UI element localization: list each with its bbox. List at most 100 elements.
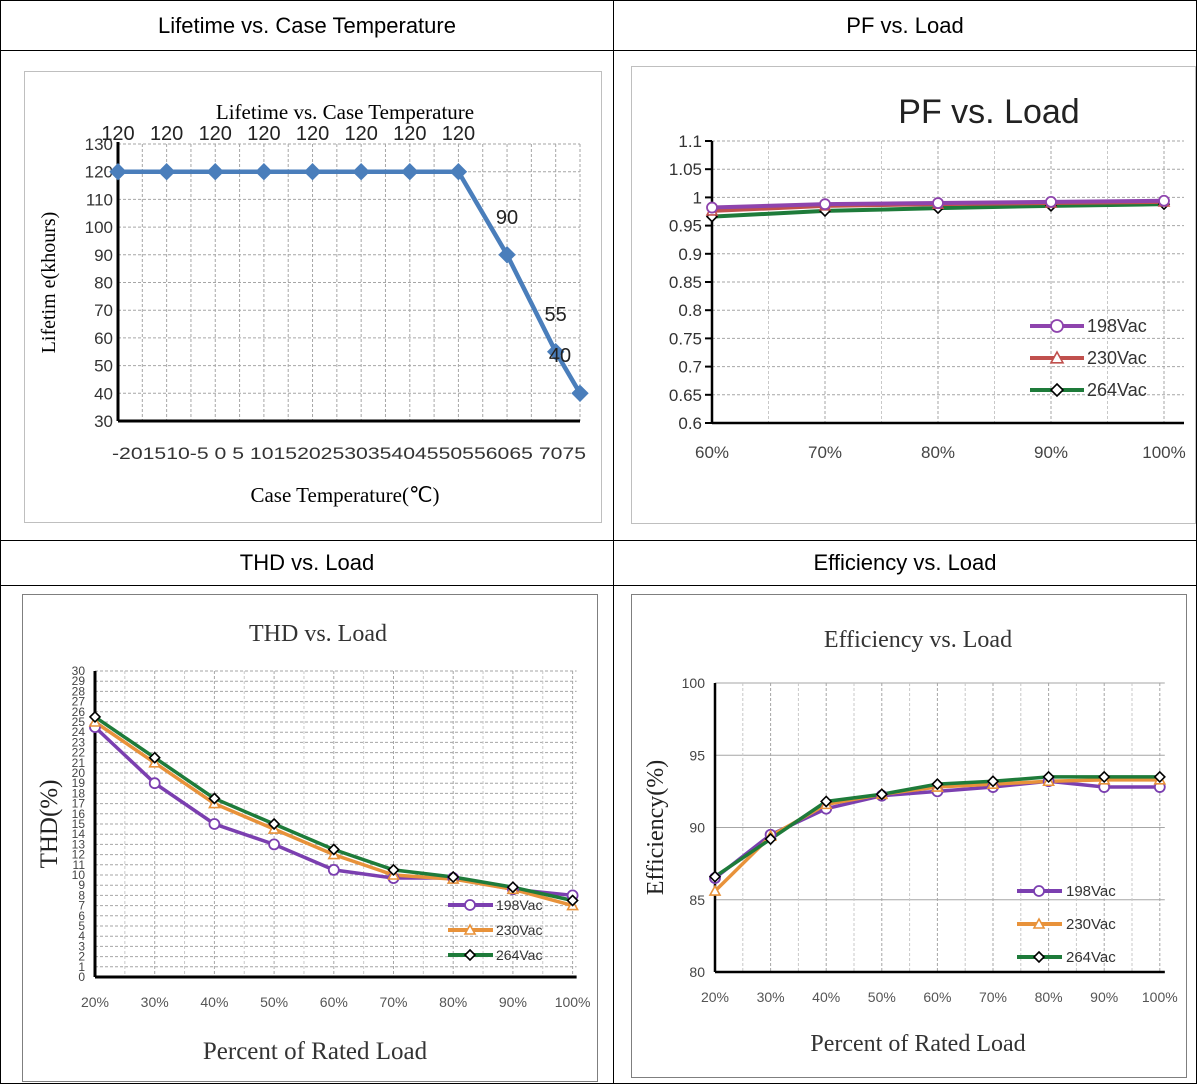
lifetime-chart-frame: 30 40 50 60 70 80 90 100 110 120 130 Lifetime vs. C… xyxy=(24,71,602,523)
y-tick-label: 30 xyxy=(94,412,113,431)
table-border-top xyxy=(0,0,1197,1)
data-point-264Vac xyxy=(986,775,1000,788)
data-point-198Vac xyxy=(327,863,340,876)
y-tick-label: 40 xyxy=(94,384,113,403)
data-point-198Vac xyxy=(706,201,718,214)
data-point-264Vac xyxy=(506,881,520,894)
x-tick-label: 80% xyxy=(921,443,955,462)
x-tick-label: 20% xyxy=(81,994,109,1010)
y-tick-label: 0.9 xyxy=(678,245,702,264)
y-tick-label: 11 xyxy=(73,858,86,872)
y-tick-label: 80 xyxy=(689,964,705,980)
x-tick-label: 60% xyxy=(320,994,348,1010)
data-label: 120 xyxy=(199,123,232,145)
y-tick-label: 6 xyxy=(78,909,85,923)
data-point-198Vac xyxy=(819,198,831,211)
data-point xyxy=(352,162,370,181)
y-tick-label: 20 xyxy=(72,766,86,780)
header-efficiency: Efficiency vs. Load xyxy=(813,550,997,575)
data-point-264Vac xyxy=(566,894,579,907)
data-label: 120 xyxy=(150,123,183,145)
header-lifetime: Lifetime vs. Case Temperature xyxy=(158,12,456,38)
y-tick-label: 19 xyxy=(72,776,86,790)
thd-chart-frame: 0 1 2 3 4 5 6 7 8 9 10 11 12 13 14 15 16 17 18 19 20 21 22 23 24… xyxy=(22,594,598,1082)
x-tick-label: 70% xyxy=(979,989,1007,1005)
pf-chart-frame: 0.6 0.65 0.7 0.75 0.8 0.85 0.9 0.95 1 1.05 1.1 PF v… xyxy=(631,66,1196,524)
legend-label: 230Vac xyxy=(1066,916,1116,933)
legend-marker-264Vac xyxy=(1032,950,1046,964)
x-tick-label: 30% xyxy=(757,989,785,1005)
data-point-198Vac xyxy=(1158,194,1170,207)
data-point-264Vac xyxy=(931,778,944,791)
legend-marker-230Vac xyxy=(1032,917,1046,929)
y-tick-label: 0.6 xyxy=(678,414,702,433)
x-tick-label: 90% xyxy=(499,994,527,1010)
data-point-264Vac xyxy=(708,870,722,883)
x-tick-label: 90% xyxy=(1034,443,1068,462)
legend-label: 230Vac xyxy=(1087,348,1147,368)
x-tick-label: 100% xyxy=(1142,443,1185,462)
y-tick-label: 95 xyxy=(689,747,705,763)
data-point xyxy=(546,343,565,361)
y-tick-label: 14 xyxy=(72,827,86,841)
table-divider-middle xyxy=(0,540,1197,541)
y-tick-label: 27 xyxy=(72,695,86,709)
x-axis-title: Percent of Rated Load xyxy=(203,1038,428,1065)
table-divider-row1 xyxy=(0,50,1197,51)
data-label: 120 xyxy=(442,123,475,145)
x-tick-label: 60% xyxy=(923,989,951,1005)
y-tick-label: 15 xyxy=(72,817,86,831)
y-tick-label: 0.65 xyxy=(669,386,702,405)
y-tick-label: 7 xyxy=(78,899,85,913)
y-tick-label: 29 xyxy=(72,674,86,688)
legend-label: 264Vac xyxy=(1066,949,1116,966)
y-tick-label: 0.75 xyxy=(669,329,702,348)
data-point-198Vac xyxy=(932,197,944,209)
data-label: 120 xyxy=(247,123,280,145)
data-point-264Vac xyxy=(88,710,102,724)
y-tick-label: 90 xyxy=(94,246,113,265)
y-tick-label: 100 xyxy=(682,675,706,691)
data-point-264Vac xyxy=(1042,770,1055,784)
data-label: 120 xyxy=(344,123,377,145)
data-label: 40 xyxy=(549,345,571,367)
y-tick-label: 0 xyxy=(78,970,85,984)
data-point xyxy=(303,162,322,181)
data-point xyxy=(498,246,516,264)
x-tick-label: 60% xyxy=(695,443,729,462)
chart-title: THD vs. Load xyxy=(249,621,387,647)
legend-label: 264Vac xyxy=(496,947,542,963)
data-point-198Vac xyxy=(268,838,281,851)
data-point-264Vac xyxy=(208,792,221,805)
x-tick-label: 50% xyxy=(868,989,896,1005)
data-point-264Vac xyxy=(764,832,777,846)
chart-title: Lifetime vs. Case Temperature xyxy=(216,100,474,124)
table-divider-vertical xyxy=(613,0,614,1084)
data-point xyxy=(206,162,224,181)
legend-marker-264Vac xyxy=(463,948,477,962)
y-tick-label: 110 xyxy=(86,190,113,209)
y-tick-label: 28 xyxy=(72,684,86,698)
y-tick-label: 80 xyxy=(94,274,113,293)
y-tick-label: 13 xyxy=(72,837,86,851)
y-tick-label: 70 xyxy=(94,301,113,320)
y-tick-label: 0.85 xyxy=(669,273,702,292)
legend-label: 198Vac xyxy=(1087,316,1147,336)
eff-chart-frame: 80 85 90 95 100 Efficiency vs. Load Percent of… xyxy=(631,594,1187,1078)
y-tick-label: 5 xyxy=(78,919,85,933)
y-tick-label: 12 xyxy=(72,848,86,862)
y-tick-label: 1.05 xyxy=(669,160,702,179)
x-axis-title: Percent of Rated Load xyxy=(810,1031,1025,1057)
x-tick-labels: -201510-5 0 5 101520253035404550556065 7… xyxy=(112,444,586,463)
header-thd: THD vs. Load xyxy=(239,550,375,575)
y-tick-label: 60 xyxy=(94,329,113,348)
data-point xyxy=(157,162,176,181)
data-label: 120 xyxy=(296,123,329,145)
y-tick-label: 8 xyxy=(78,888,85,902)
x-tick-label: 50% xyxy=(260,994,288,1010)
chart-title: PF vs. Load xyxy=(898,93,1079,131)
x-tick-label: 40% xyxy=(200,994,228,1010)
data-point xyxy=(255,162,273,181)
y-tick-label: 17 xyxy=(72,797,86,811)
